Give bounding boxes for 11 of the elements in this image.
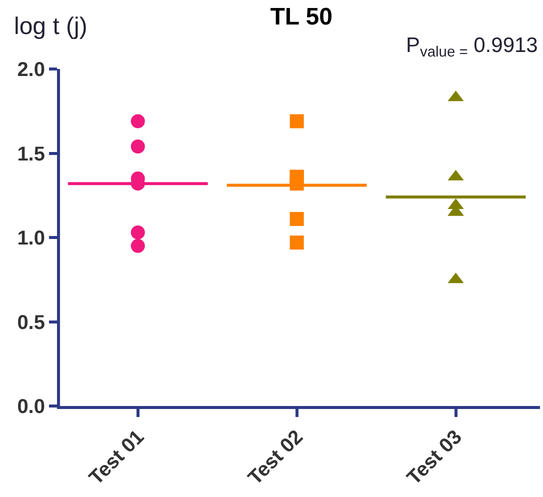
text: P$_{value =}$ 0.9913 <box>406 34 538 60</box>
y-tick-label: 1.0 <box>17 228 45 250</box>
x-tick-label: Test 03 <box>403 426 466 490</box>
x-tick-label: Test 01 <box>85 426 148 490</box>
y-tick-label: 2.0 <box>17 59 45 81</box>
y-tick-label: 0.0 <box>17 396 45 418</box>
chart-title: TL 50 <box>270 3 332 30</box>
y-tick-label: 1.5 <box>17 143 45 166</box>
y-axis-title: log t (j) <box>14 13 88 40</box>
y-tick-label: 0.5 <box>17 312 45 334</box>
x-tick-label: Test 02 <box>244 426 308 490</box>
